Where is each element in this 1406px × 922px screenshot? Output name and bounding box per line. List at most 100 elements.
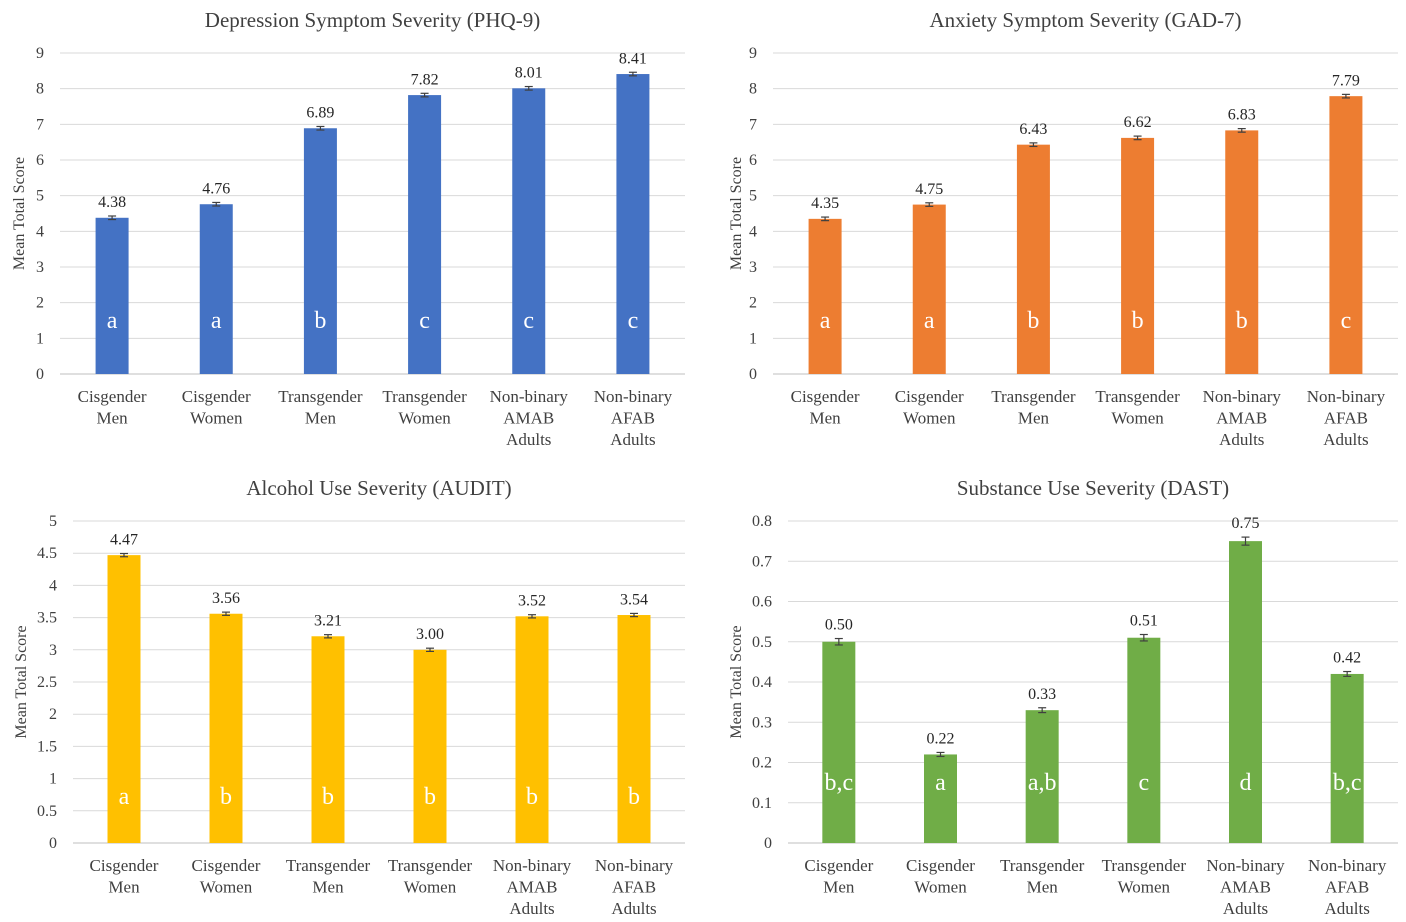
y-tick-label: 1.5: [37, 738, 57, 755]
bar: [1016, 144, 1050, 374]
data-label: 4.47: [110, 532, 138, 549]
bar: [311, 636, 345, 843]
error-bar: [834, 637, 843, 646]
y-tick-label: 9: [749, 45, 757, 62]
error-bar: [120, 552, 128, 558]
y-tick-label: 1: [49, 771, 57, 788]
data-label: 6.43: [1019, 121, 1047, 138]
bar: [1229, 541, 1262, 843]
bar: [617, 615, 651, 843]
error-bar: [212, 201, 221, 207]
group-letter-label: c: [523, 308, 534, 334]
y-tick-label: 5: [49, 513, 57, 530]
group-letter-label: a: [935, 770, 946, 796]
error-bar: [1341, 93, 1350, 99]
chart-svg: Depression Symptom Severity (PHQ-9) 0 1 2 3 4…: [11, 8, 685, 449]
bar: [408, 95, 442, 374]
y-tick-label: 2.5: [37, 674, 57, 691]
y-tick-label: 6: [36, 152, 44, 169]
group-letter-label: b: [1027, 308, 1039, 334]
group-letter-label: b: [220, 784, 232, 810]
group-letter-label: b: [628, 784, 640, 810]
bar: [1225, 130, 1259, 374]
bar: [107, 555, 141, 843]
group-letter-label: c: [1139, 770, 1150, 796]
x-tick-label: Cisgender Women: [192, 856, 261, 897]
group-letter-label: d: [1240, 770, 1252, 796]
x-tick-label: Non-binary AMAB Adults: [490, 387, 569, 449]
y-tick-label: 9: [36, 45, 44, 62]
bar: [199, 204, 233, 374]
x-tick-label: Transgender Men: [278, 387, 363, 428]
data-label: 3.52: [518, 593, 546, 610]
y-tick-label: 7: [749, 116, 757, 133]
y-tick-label: 0: [49, 835, 57, 852]
y-tick-label: 8: [749, 81, 757, 98]
bar: [515, 616, 549, 843]
x-tick-label: Cisgender Men: [78, 387, 147, 428]
y-tick-label: 5: [749, 188, 757, 205]
x-tick-label: Cisgender Men: [804, 856, 873, 897]
group-letter-label: b: [314, 308, 326, 334]
data-label: 0.50: [825, 617, 853, 634]
y-tick-label: 0: [749, 366, 757, 383]
group-letter-label: a: [820, 308, 831, 334]
chart-svg: Anxiety Symptom Severity (GAD-7) 0 1 2 3 4 5 6 7…: [728, 8, 1398, 449]
x-tick-label: Non-binary AMAB Adults: [493, 856, 572, 917]
y-axis-label: Mean Total Score: [13, 625, 30, 738]
y-axis-label: Mean Total Score: [11, 157, 28, 270]
x-tick-label: Non-binary AFAB Adults: [1308, 856, 1387, 917]
group-letter-label: c: [628, 308, 639, 334]
y-tick-label: 4: [36, 223, 44, 240]
y-tick-label: 1: [749, 330, 757, 347]
y-tick-label: 2: [749, 295, 757, 312]
chart-svg: Substance Use Severity (DAST) 0 0.1 0.2 0.3 0…: [728, 476, 1398, 918]
data-label: 3.00: [416, 626, 444, 643]
chart-title: Anxiety Symptom Severity (GAD-7): [929, 8, 1241, 32]
error-bar: [628, 71, 637, 77]
error-bar: [420, 92, 429, 98]
error-bar: [426, 647, 434, 653]
y-tick-label: 2: [36, 295, 44, 312]
error-bar: [821, 216, 830, 222]
group-letter-label: b,c: [825, 770, 854, 796]
y-tick-label: 0.2: [752, 755, 772, 772]
group-letter-label: b: [526, 784, 538, 810]
bar: [1329, 96, 1363, 374]
error-bar: [524, 85, 533, 91]
error-bar: [1029, 142, 1038, 148]
y-tick-label: 4: [49, 577, 57, 594]
group-letter-label: a: [119, 784, 130, 810]
data-label: 4.75: [915, 181, 943, 198]
bar: [303, 128, 337, 374]
chart-svg: Alcohol Use Severity (AUDIT) 0 0.5 1 1.5 2 2.5…: [13, 476, 685, 918]
dast-chart: Substance Use Severity (DAST) 0 0.1 0.2 0.3 0…: [703, 466, 1406, 918]
y-tick-label: 0.4: [752, 674, 772, 691]
x-tick-label: Transgender Men: [1000, 856, 1085, 897]
y-tick-label: 6: [749, 152, 757, 169]
x-tick-label: Non-binary AMAB Adults: [1203, 387, 1282, 449]
bar: [808, 218, 842, 374]
group-letter-label: a: [924, 308, 935, 334]
bar: [1121, 137, 1155, 374]
y-tick-label: 3.5: [37, 610, 57, 627]
y-tick-label: 0.7: [752, 553, 772, 570]
group-letter-label: a: [211, 308, 222, 334]
error-bar: [316, 125, 325, 131]
y-tick-label: 3: [36, 259, 44, 276]
data-label: 0.42: [1333, 650, 1361, 667]
data-label: 6.89: [306, 104, 334, 121]
y-tick-label: 3: [49, 642, 57, 659]
data-label: 7.79: [1332, 72, 1360, 89]
y-tick-label: 1: [36, 330, 44, 347]
data-label: 4.38: [98, 194, 126, 211]
group-letter-label: c: [1341, 308, 1352, 334]
data-label: 0.51: [1130, 613, 1158, 630]
error-bar: [1133, 135, 1142, 141]
bar: [912, 204, 946, 374]
y-axis-label: Mean Total Score: [728, 625, 745, 738]
error-bar: [1139, 633, 1148, 642]
error-bar: [1343, 670, 1352, 677]
gad7-chart: Anxiety Symptom Severity (GAD-7) 0 1 2 3 4 5 6 7…: [703, 0, 1406, 458]
bar: [209, 613, 243, 843]
